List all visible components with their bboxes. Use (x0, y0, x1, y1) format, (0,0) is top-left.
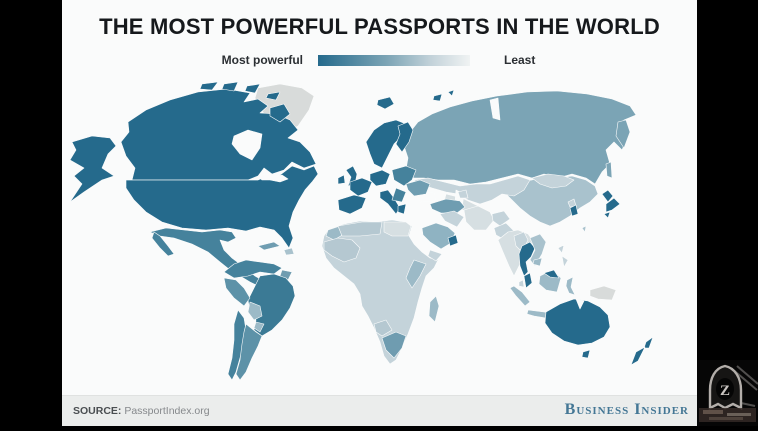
region-paraguay (253, 321, 265, 333)
region-south-africa (381, 331, 407, 359)
region-iran (463, 205, 495, 231)
region-south-korea (569, 204, 579, 217)
region-sulawesi (565, 276, 576, 296)
letterbox-left (0, 0, 62, 426)
region-hispaniola (283, 247, 295, 256)
region-iraq-syria (439, 210, 465, 228)
region-baja-california (151, 231, 175, 257)
region-finland (395, 121, 414, 153)
region-ukraine (405, 179, 431, 197)
watermark-letter: Z (720, 383, 730, 399)
region-sri-lanka (518, 279, 525, 288)
region-new-guinea (589, 285, 617, 301)
region-sumatra (509, 285, 531, 307)
region-svalbard (432, 89, 455, 102)
region-russia (403, 90, 637, 185)
business-insider-logo: Business Insider (564, 401, 689, 418)
region-caucasus (457, 189, 469, 199)
infographic: THE MOST POWERFUL PASSPORTS IN THE WORLD… (62, 0, 697, 426)
region-malaysia-borneo (543, 269, 560, 279)
region-alaska (69, 135, 117, 203)
region-germany-central-europe (369, 169, 391, 187)
region-peru-ecuador (223, 277, 251, 307)
region-bolivia (247, 301, 263, 321)
region-turkey (429, 198, 466, 214)
region-colombia-venezuela (223, 259, 283, 279)
region-tasmania (581, 349, 591, 359)
legend-gradient-bar (318, 55, 470, 66)
hooded-figure-icon: Z (697, 360, 758, 426)
region-thailand (518, 241, 536, 277)
region-iberia (337, 194, 367, 215)
region-sakhalin (605, 161, 613, 179)
region-usa (125, 165, 319, 249)
region-france (349, 177, 373, 197)
region-mexico (149, 227, 263, 287)
region-eastern-europe (391, 165, 417, 187)
region-brazil (247, 273, 296, 337)
region-ireland (337, 174, 346, 185)
region-malaysia-peninsula (523, 272, 533, 289)
region-argentina (235, 323, 263, 381)
region-australia (544, 298, 611, 346)
region-yemen (427, 249, 443, 262)
water-great-lakes (257, 173, 289, 183)
region-japan (601, 189, 621, 219)
source-label: SOURCE: (73, 405, 122, 417)
region-cuba (257, 241, 281, 251)
region-madagascar (428, 295, 440, 323)
source-value: PassportIndex.org (124, 405, 210, 417)
region-new-zealand (630, 336, 654, 366)
region-afghanistan (491, 210, 511, 227)
region-west-africa (323, 237, 361, 263)
channel-watermark: Z (697, 360, 758, 426)
legend: Most powerful Least (62, 53, 697, 69)
page-title: THE MOST POWERFUL PASSPORTS IN THE WORLD (99, 14, 660, 39)
region-mongolia (531, 173, 575, 189)
region-canada-arctic-islands (199, 81, 291, 123)
region-uae-oman (447, 234, 459, 247)
water-hudson-bay (231, 129, 263, 161)
source-credit: SOURCE: PassportIndex.org (73, 405, 210, 417)
water-gulf-of-carpentaria (575, 298, 585, 310)
region-central-asia (413, 175, 531, 205)
region-greece (397, 203, 407, 215)
letterbox-right (697, 0, 758, 426)
water-ob-gulf (489, 97, 501, 121)
region-balkans (391, 187, 407, 203)
region-kamchatka (615, 119, 631, 149)
region-namibia-botswana (373, 319, 393, 337)
footer-bar: SOURCE: PassportIndex.org Business Insid… (62, 395, 697, 426)
region-taiwan (581, 225, 587, 233)
legend-label-most: Most powerful (221, 53, 303, 67)
region-algeria-libya (337, 221, 383, 237)
region-cambodia (532, 257, 543, 267)
region-philippines (557, 244, 569, 268)
region-east-africa (405, 259, 427, 289)
legend-label-least: Least (504, 53, 536, 67)
region-egypt (383, 221, 412, 237)
region-canada (120, 88, 317, 181)
region-iceland (376, 96, 395, 110)
world-map (69, 81, 654, 381)
